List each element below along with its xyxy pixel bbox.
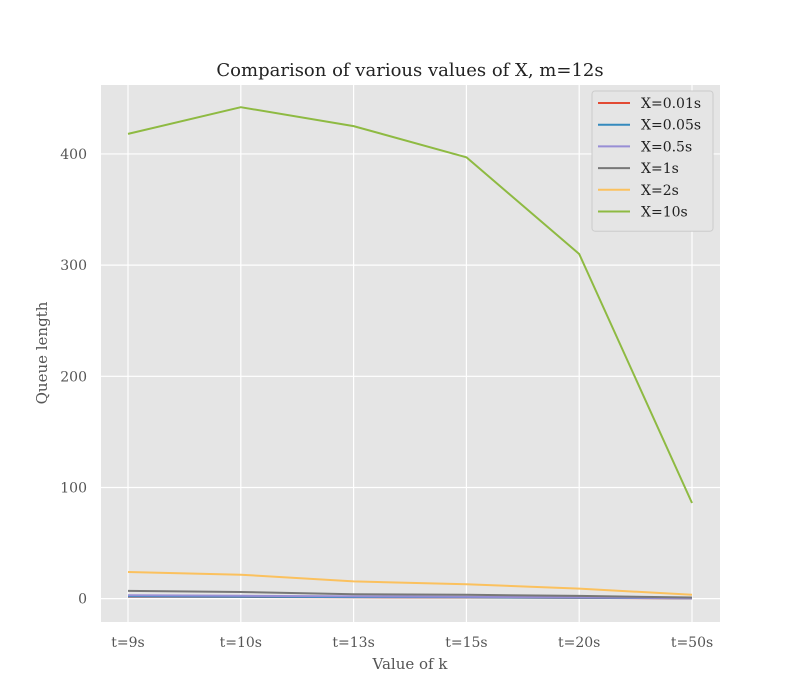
y-tick-label: 400 — [60, 147, 87, 163]
chart-title: Comparison of various values of X, m=12s — [216, 60, 603, 81]
legend-label: X=0.01s — [641, 96, 701, 112]
series-line — [127, 571, 693, 596]
series-line — [127, 106, 693, 504]
series-lines — [127, 106, 693, 600]
legend-label: X=1s — [641, 161, 679, 177]
legend-label: X=0.05s — [641, 118, 701, 134]
x-axis-label: Value of k — [372, 655, 449, 673]
x-tick-label: t=9s — [111, 635, 144, 651]
y-tick-label: 100 — [60, 480, 87, 496]
legend-box — [591, 90, 714, 232]
y-tick-label: 300 — [60, 258, 87, 274]
series-line — [127, 589, 693, 599]
legend-label: X=10s — [641, 205, 688, 221]
y-axis-label: Queue length — [33, 301, 51, 404]
x-tick-label: t=20s — [558, 635, 600, 651]
series-line — [127, 594, 693, 600]
x-tick-label: t=50s — [671, 635, 713, 651]
x-tick-label: t=10s — [220, 635, 262, 651]
legend-label: X=2s — [641, 183, 679, 199]
x-tick-label: t=13s — [332, 635, 374, 651]
y-tick-label: 200 — [60, 369, 87, 385]
x-axis-ticks: t=9s t=10s t=13s t=15s t=20s t=50s — [111, 635, 713, 651]
legend-label: X=0.5s — [641, 139, 692, 155]
y-axis-ticks: 0 100 200 300 400 — [60, 147, 87, 608]
x-tick-label: t=15s — [445, 635, 487, 651]
y-tick-label: 0 — [78, 592, 87, 608]
legend: X=0.01s X=0.05s X=0.5s X=1s X=2s X=10s — [591, 90, 714, 232]
